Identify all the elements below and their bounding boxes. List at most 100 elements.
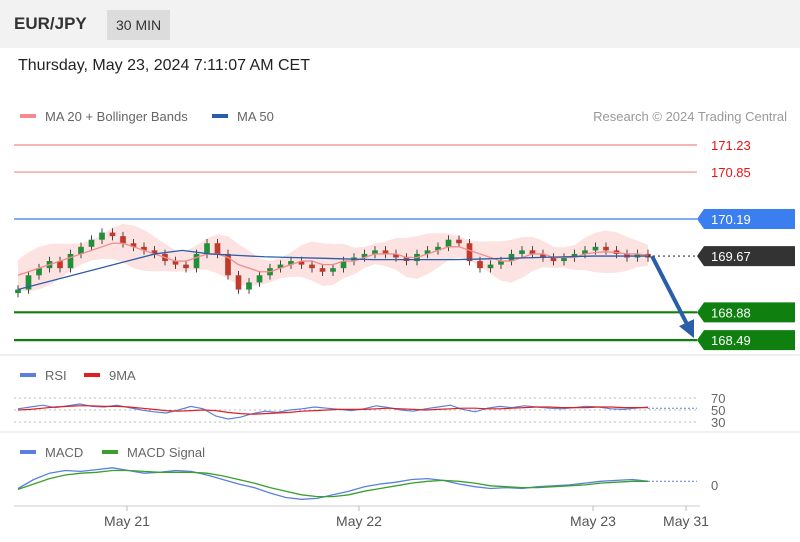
candle-body	[498, 261, 504, 265]
candle-body	[309, 264, 315, 269]
last-price-tag	[697, 246, 795, 267]
pivot-label: 170.19	[711, 212, 751, 227]
ma20-line	[17, 242, 649, 276]
candle-body	[487, 264, 494, 269]
candle-body	[172, 261, 179, 265]
legend-rsi-label: RSI	[45, 368, 67, 383]
support-tag	[697, 330, 795, 351]
support-label: 168.88	[711, 305, 751, 320]
legend-ma50: MA 50	[212, 109, 274, 124]
rsi-9ma-line	[17, 405, 648, 415]
candle-body	[330, 268, 336, 272]
legend-macd-signal: MACD Signal	[102, 445, 205, 460]
candle-body	[130, 243, 137, 247]
candle-body	[246, 282, 252, 290]
last-price-label: 169.67	[711, 249, 751, 264]
pivot-tag	[697, 209, 795, 230]
candle-body	[235, 275, 242, 290]
candle-body	[550, 257, 557, 262]
candle-body	[603, 246, 609, 251]
candle-body	[78, 246, 84, 254]
legend-ma20-label: MA 20 + Bollinger Bands	[45, 109, 188, 124]
ma50-line	[17, 249, 648, 291]
legend-rsi: RSI	[20, 368, 67, 383]
legend-signal-label: MACD Signal	[127, 445, 206, 460]
x-tick-label: May 23	[570, 513, 616, 529]
x-tick-label: May 22	[336, 513, 382, 529]
resistance-label: 170.85	[711, 165, 751, 180]
candle-body	[67, 253, 74, 269]
macd-line	[17, 467, 649, 500]
header-bar: EUR/JPY 30 MIN	[0, 0, 800, 48]
rsi-tick-label: 70	[711, 391, 725, 406]
candle-body	[141, 246, 147, 251]
candle-body	[214, 243, 221, 254]
candle-body	[99, 232, 105, 240]
candle-body	[193, 253, 200, 269]
candle-body	[466, 243, 473, 262]
candle-body	[382, 250, 389, 254]
symbol-title: EUR/JPY	[14, 14, 87, 33]
candle-body	[372, 250, 378, 254]
candle-body	[571, 253, 578, 258]
rsi-tick-label: 30	[711, 415, 725, 430]
candle-body	[540, 253, 546, 258]
legend-9ma: 9MA	[84, 368, 136, 383]
candle-body	[508, 253, 515, 262]
candle-body	[225, 253, 231, 276]
legend-macd-swatch	[20, 449, 36, 454]
candle-body	[57, 261, 63, 269]
candle-body	[183, 264, 189, 269]
candle-body	[561, 257, 567, 262]
legend-macd: MACD	[20, 445, 83, 460]
legend-ma20-swatch	[20, 113, 36, 118]
candle-body	[120, 236, 126, 244]
support-label: 168.49	[711, 333, 751, 348]
macd-signal-line	[17, 469, 648, 498]
candle-body	[88, 239, 95, 247]
legend-ma50-label: MA 50	[237, 109, 274, 124]
candle-body	[256, 275, 263, 283]
x-tick-label: May 31	[663, 513, 709, 529]
legend-ma20: MA 20 + Bollinger Bands	[20, 109, 188, 124]
x-tick-label: May 21	[104, 513, 150, 529]
macd-tick-label: 0	[711, 478, 718, 493]
candle-body	[361, 253, 368, 258]
candle-body	[319, 268, 326, 272]
candle-body	[519, 250, 525, 254]
legend-macd-label: MACD	[45, 445, 84, 460]
credit-text: Research © 2024 Trading Central	[593, 109, 787, 124]
forecast-arrow-head	[679, 319, 694, 339]
candle-body	[393, 253, 399, 258]
candle-body	[424, 250, 431, 254]
forecast-arrow-shaft	[650, 255, 690, 328]
candle-body	[340, 261, 347, 269]
candle-body	[298, 261, 305, 265]
candle-body	[36, 268, 42, 276]
candle-body	[477, 261, 483, 269]
candle-body	[151, 250, 158, 254]
legend-9ma-swatch	[84, 372, 100, 377]
rsi-tick-label: 50	[711, 403, 725, 418]
timestamp: Thursday, May 23, 2024 7:11:07 AM CET	[18, 57, 310, 74]
bollinger-band	[18, 223, 648, 292]
candle-body	[288, 261, 294, 265]
legend-9ma-label: 9MA	[109, 368, 136, 383]
candle-body	[25, 275, 32, 290]
candle-body	[204, 243, 210, 254]
candle-body	[456, 239, 462, 244]
candle-body	[435, 246, 441, 251]
legend-ma50-swatch	[212, 113, 228, 118]
candle-body	[592, 246, 599, 251]
candle-body	[445, 239, 452, 247]
legend-signal-swatch	[102, 449, 118, 454]
candle-body	[15, 289, 21, 294]
support-tag	[697, 302, 795, 323]
candle-body	[529, 250, 536, 254]
timeframe-button[interactable]: 30 MIN	[107, 10, 171, 40]
resistance-label: 171.23	[711, 138, 751, 153]
candle-body	[582, 250, 588, 254]
candle-body	[277, 264, 284, 269]
candle-body	[109, 232, 116, 237]
